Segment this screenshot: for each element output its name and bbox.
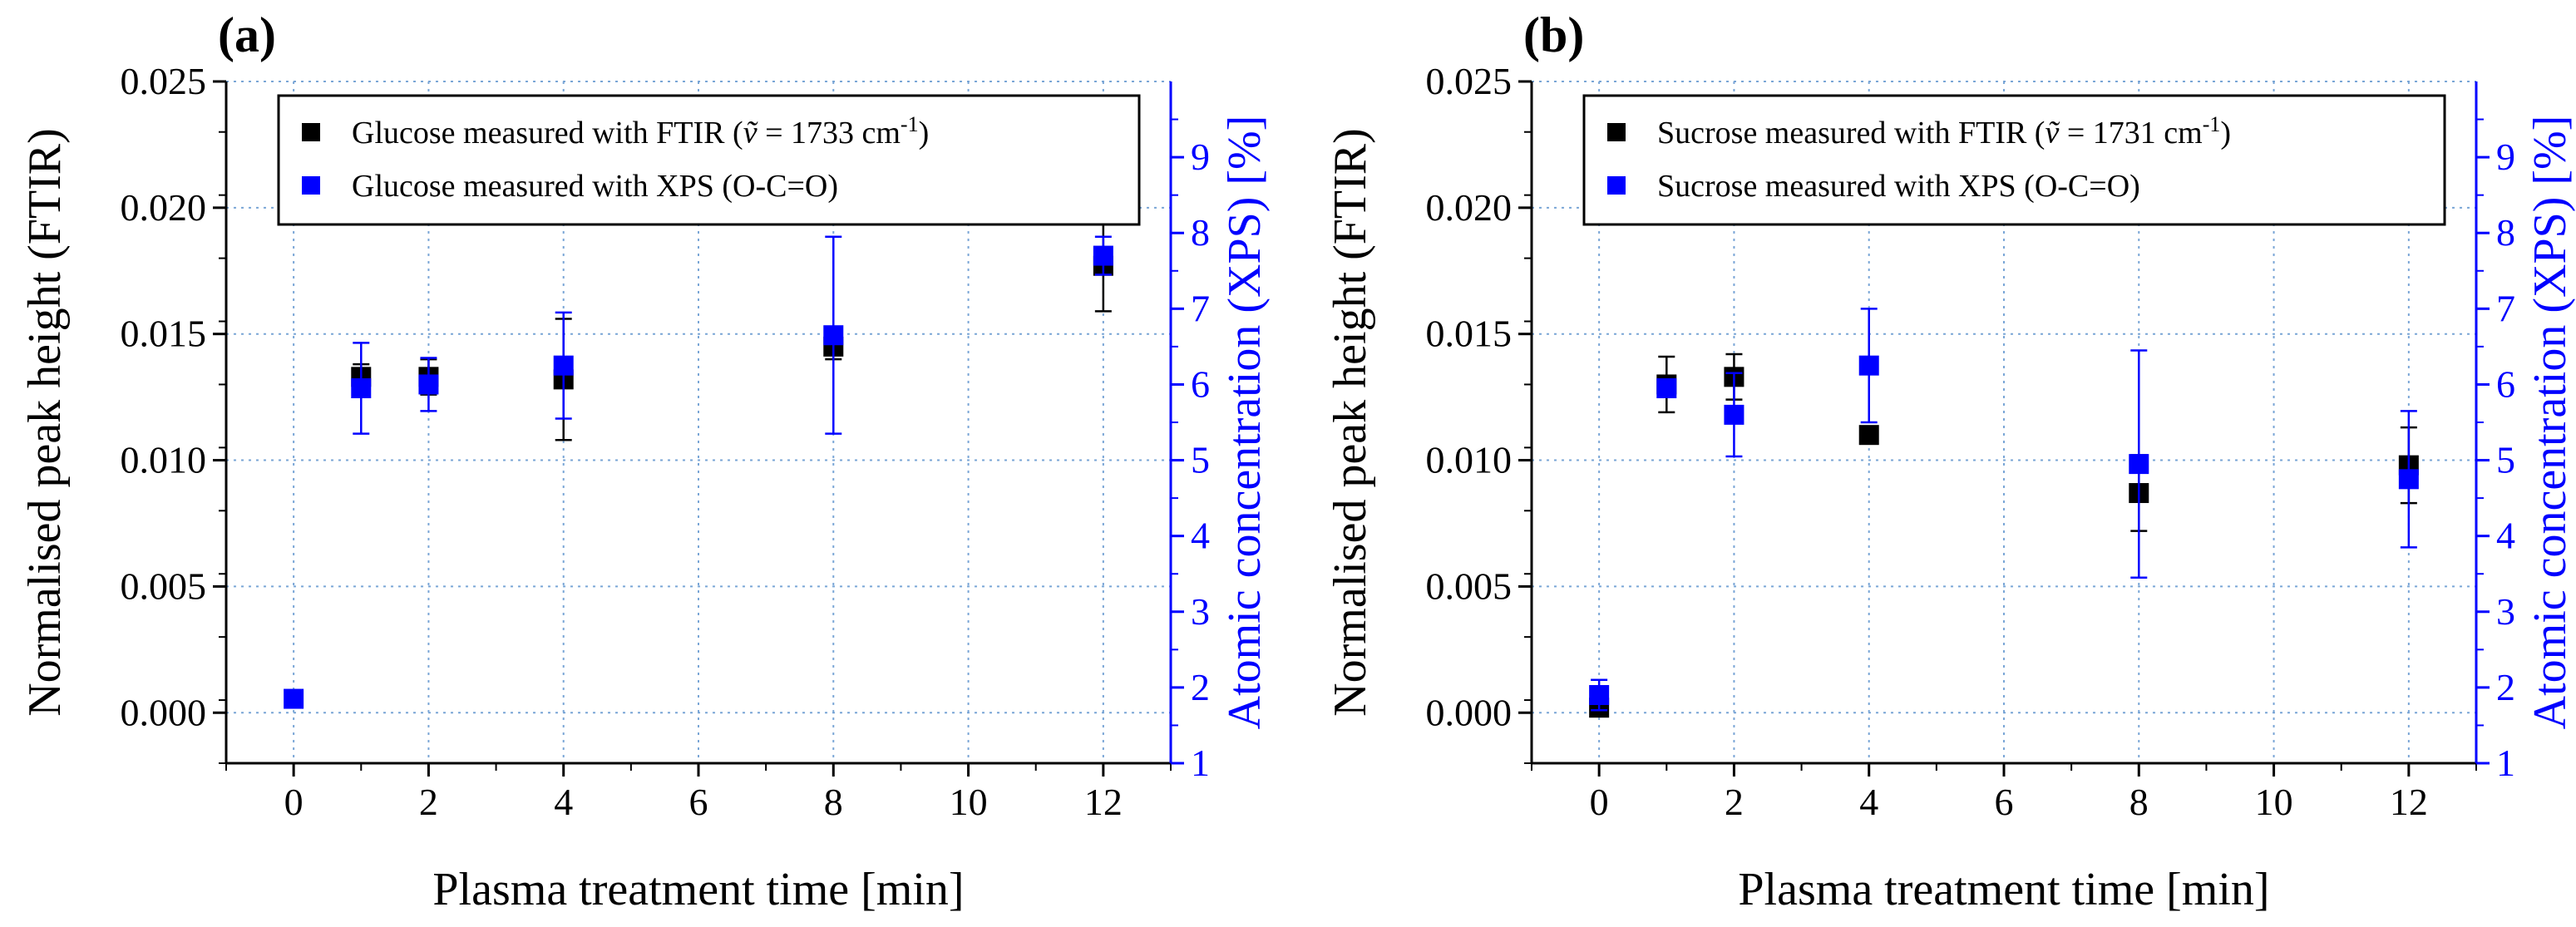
- data-point: [2129, 454, 2149, 475]
- legend-entry: Glucose measured with XPS (O-C=O): [352, 169, 838, 204]
- y-tick-label: 0.010: [121, 439, 207, 481]
- x-tick-label: 8: [2129, 781, 2149, 823]
- y-tick-label: 0.000: [1426, 691, 1513, 733]
- panel-label: (a): [218, 7, 276, 62]
- y-tick-label: 0.000: [121, 691, 207, 733]
- data-point: [1589, 685, 1610, 705]
- legend-entry: Sucrose measured with XPS (O-C=O): [1657, 169, 2140, 204]
- y2-tick-label: 9: [1191, 136, 1210, 178]
- x-axis-title: Plasma treatment time [min]: [1738, 864, 2269, 915]
- data-point: [1093, 245, 1113, 266]
- y-axis-title: Normalised peak height (FTIR): [19, 128, 71, 717]
- data-point: [418, 374, 439, 395]
- y2-tick-label: 2: [1191, 666, 1210, 708]
- data-point: [1858, 425, 1879, 446]
- legend-box: [277, 94, 1141, 226]
- data-point: [553, 355, 574, 376]
- y2-tick-label: 4: [1191, 515, 1210, 557]
- x-tick-label: 10: [950, 781, 988, 823]
- legend-box: [1582, 94, 2446, 226]
- x-tick-label: 4: [1859, 781, 1878, 823]
- x-tick-label: 2: [1725, 781, 1744, 823]
- y2-tick-label: 1: [1191, 742, 1210, 784]
- y2-tick-label: 7: [1191, 287, 1210, 329]
- panel-label: (b): [1523, 7, 1584, 62]
- data-point: [2398, 469, 2419, 490]
- series-ftir: [351, 219, 1113, 441]
- y2-tick-label: 8: [1191, 211, 1210, 254]
- x-axis-title: Plasma treatment time [min]: [432, 864, 964, 915]
- y-axis-title: Normalised peak height (FTIR): [1325, 128, 1376, 717]
- panel-b: 0 2 4 6 8 10 120.0000.0050.0100.0150.0200.0251…: [1325, 7, 2576, 915]
- legend-marker: [1607, 176, 1626, 195]
- y2-axis-title: Atomic concentration (XPS) [%]: [2524, 116, 2576, 730]
- data-point: [351, 378, 372, 398]
- y-tick-label: 0.025: [1426, 60, 1513, 102]
- data-point: [284, 688, 304, 709]
- x-tick-label: 12: [2390, 781, 2428, 823]
- y2-tick-label: 3: [2496, 590, 2515, 633]
- y-tick-label: 0.010: [1426, 439, 1513, 481]
- y2-tick-label: 8: [2496, 211, 2515, 254]
- x-tick-label: 4: [554, 781, 573, 823]
- y2-tick-label: 5: [2496, 439, 2515, 481]
- x-tick-label: 12: [1084, 781, 1123, 823]
- data-point: [1724, 404, 1744, 425]
- x-tick-label: 0: [1590, 781, 1609, 823]
- y-tick-label: 0.020: [121, 186, 207, 229]
- y2-tick-label: 6: [2496, 362, 2515, 405]
- y2-tick-label: 3: [1191, 590, 1210, 633]
- x-tick-label: 6: [689, 781, 708, 823]
- y-tick-label: 0.025: [121, 60, 207, 102]
- legend: Sucrose measured with FTIR (ṽ = 1731 cm-…: [1582, 94, 2446, 226]
- y2-tick-label: 7: [2496, 287, 2515, 329]
- series-xps: [284, 235, 1113, 709]
- y-tick-label: 0.005: [121, 565, 207, 607]
- data-point: [823, 325, 844, 346]
- y-tick-label: 0.005: [1426, 565, 1513, 607]
- x-tick-label: 6: [1995, 781, 2014, 823]
- x-tick-label: 0: [284, 781, 303, 823]
- legend-marker: [1607, 123, 1626, 141]
- y2-tick-label: 4: [2496, 515, 2515, 557]
- legend-marker: [302, 176, 320, 195]
- y2-axis-title: Atomic concentration (XPS) [%]: [1219, 116, 1271, 730]
- y-tick-label: 0.015: [121, 313, 207, 355]
- y-tick-label: 0.015: [1426, 313, 1513, 355]
- series-xps: [1589, 308, 2419, 712]
- y-tick-label: 0.020: [1426, 186, 1513, 229]
- series-ftir: [1589, 353, 2419, 718]
- y2-tick-label: 2: [2496, 666, 2515, 708]
- x-tick-label: 10: [2255, 781, 2293, 823]
- y2-tick-label: 5: [1191, 439, 1210, 481]
- legend-entry: Glucose measured with FTIR (ṽ = 1733 cm-…: [352, 112, 929, 151]
- x-tick-label: 8: [824, 781, 843, 823]
- y2-tick-label: 1: [2496, 742, 2515, 784]
- legend-entry: Sucrose measured with FTIR (ṽ = 1731 cm-…: [1657, 112, 2231, 151]
- y2-tick-label: 6: [1191, 362, 1210, 405]
- x-tick-label: 2: [419, 781, 438, 823]
- legend: Glucose measured with FTIR (ṽ = 1733 cm-…: [277, 94, 1141, 226]
- legend-marker: [302, 123, 320, 141]
- y2-tick-label: 9: [2496, 136, 2515, 178]
- data-point: [1858, 355, 1879, 376]
- data-point: [1656, 378, 1677, 398]
- panel-a: 0 2 4 6 8 10 120.0000.0050.0100.0150.0200.0251…: [19, 7, 1271, 915]
